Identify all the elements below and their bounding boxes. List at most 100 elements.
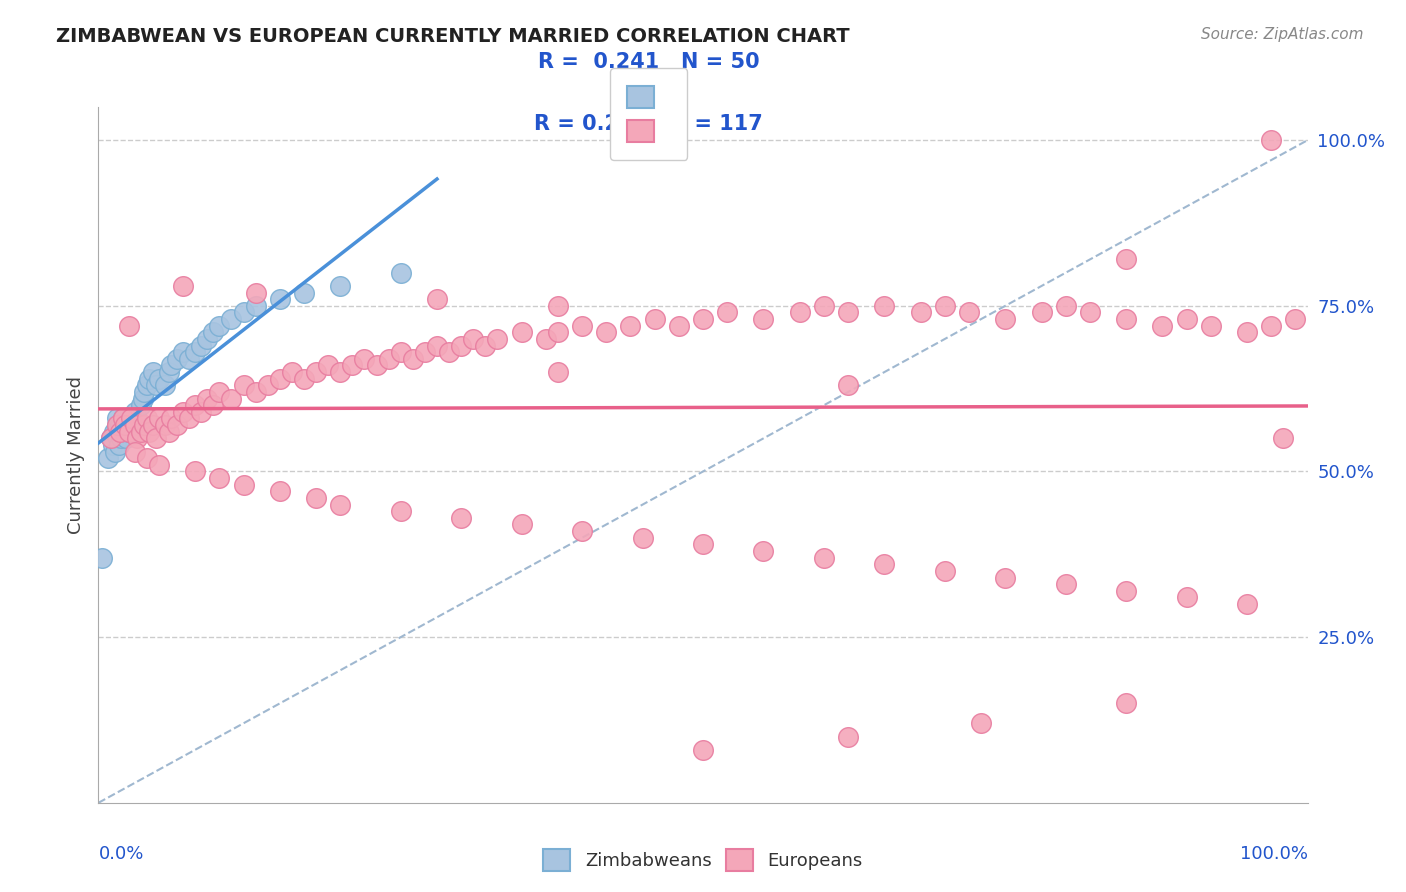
Point	[108, 438, 131, 452]
Legend: , : ,	[610, 68, 688, 160]
Point	[329, 365, 352, 379]
Point	[121, 411, 143, 425]
Point	[118, 318, 141, 333]
Point	[413, 345, 436, 359]
Point	[135, 451, 157, 466]
Point	[389, 504, 412, 518]
Point	[934, 299, 956, 313]
Point	[153, 418, 176, 433]
Point	[813, 299, 835, 313]
Point	[486, 332, 509, 346]
Legend: Zimbabweans, Europeans: Zimbabweans, Europeans	[536, 842, 870, 879]
Point	[619, 318, 641, 333]
Point	[547, 299, 569, 313]
Point	[402, 351, 425, 366]
Point	[172, 405, 194, 419]
Text: ZIMBABWEAN VS EUROPEAN CURRENTLY MARRIED CORRELATION CHART: ZIMBABWEAN VS EUROPEAN CURRENTLY MARRIED…	[56, 27, 849, 45]
Point	[353, 351, 375, 366]
Point	[208, 318, 231, 333]
Point	[692, 537, 714, 551]
Point	[1260, 133, 1282, 147]
Point	[120, 411, 142, 425]
Point	[463, 332, 485, 346]
Point	[157, 365, 180, 379]
Point	[450, 338, 472, 352]
Point	[1152, 318, 1174, 333]
Text: Source: ZipAtlas.com: Source: ZipAtlas.com	[1201, 27, 1364, 42]
Point	[148, 372, 170, 386]
Point	[292, 285, 315, 300]
Point	[957, 305, 980, 319]
Point	[837, 378, 859, 392]
Point	[127, 411, 149, 425]
Point	[269, 372, 291, 386]
Point	[305, 365, 328, 379]
Point	[692, 312, 714, 326]
Point	[1284, 312, 1306, 326]
Point	[135, 411, 157, 425]
Point	[166, 351, 188, 366]
Point	[124, 444, 146, 458]
Point	[142, 418, 165, 433]
Point	[105, 418, 128, 433]
Point	[221, 392, 243, 406]
Point	[1236, 597, 1258, 611]
Point	[100, 431, 122, 445]
Point	[111, 425, 134, 439]
Point	[179, 411, 201, 425]
Point	[148, 411, 170, 425]
Point	[138, 425, 160, 439]
Point	[377, 351, 399, 366]
Point	[994, 312, 1017, 326]
Point	[108, 425, 131, 439]
Point	[342, 359, 364, 373]
Point	[208, 384, 231, 399]
Point	[129, 398, 152, 412]
Point	[135, 378, 157, 392]
Y-axis label: Currently Married: Currently Married	[66, 376, 84, 534]
Point	[232, 378, 254, 392]
Point	[316, 359, 339, 373]
Point	[105, 418, 128, 433]
Point	[281, 365, 304, 379]
Point	[269, 484, 291, 499]
Point	[292, 372, 315, 386]
Point	[145, 431, 167, 445]
Point	[245, 285, 267, 300]
Point	[752, 312, 775, 326]
Text: R =  0.241   N = 50: R = 0.241 N = 50	[537, 52, 759, 72]
Point	[232, 305, 254, 319]
Point	[195, 332, 218, 346]
Point	[115, 431, 138, 445]
Point	[195, 392, 218, 406]
Point	[510, 517, 533, 532]
Point	[103, 425, 125, 439]
Point	[108, 418, 131, 433]
Point	[256, 378, 278, 392]
Point	[105, 411, 128, 425]
Point	[752, 544, 775, 558]
Point	[970, 716, 993, 731]
Point	[450, 511, 472, 525]
Point	[160, 411, 183, 425]
Point	[114, 418, 136, 433]
Point	[873, 299, 896, 313]
Point	[534, 332, 557, 346]
Point	[142, 365, 165, 379]
Point	[910, 305, 932, 319]
Point	[934, 564, 956, 578]
Point	[118, 418, 141, 433]
Point	[437, 345, 460, 359]
Point	[108, 425, 131, 439]
Point	[166, 418, 188, 433]
Point	[426, 292, 449, 306]
Point	[644, 312, 666, 326]
Point	[329, 498, 352, 512]
Point	[426, 338, 449, 352]
Point	[110, 431, 132, 445]
Point	[91, 550, 114, 565]
Point	[179, 351, 201, 366]
Point	[692, 743, 714, 757]
Point	[184, 345, 207, 359]
Point	[153, 378, 176, 392]
